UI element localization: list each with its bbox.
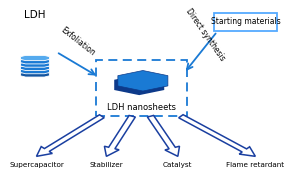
Text: Supercapacitor: Supercapacitor: [9, 162, 64, 168]
Text: LDH nanosheets: LDH nanosheets: [107, 103, 176, 112]
Polygon shape: [21, 69, 49, 74]
Text: Starting materials: Starting materials: [211, 18, 281, 26]
Text: Flame retardant: Flame retardant: [226, 162, 285, 168]
Polygon shape: [118, 70, 168, 91]
Polygon shape: [179, 115, 255, 156]
Text: Catalyst: Catalyst: [163, 162, 193, 168]
Text: Direct synthesis: Direct synthesis: [184, 7, 226, 63]
FancyBboxPatch shape: [215, 13, 277, 31]
Polygon shape: [104, 115, 135, 156]
Text: LDH: LDH: [24, 9, 46, 19]
Polygon shape: [147, 115, 179, 156]
Text: Exfoliation: Exfoliation: [59, 26, 96, 58]
Polygon shape: [21, 59, 49, 64]
Polygon shape: [21, 62, 49, 67]
Polygon shape: [21, 72, 49, 77]
Text: Stabilizer: Stabilizer: [89, 162, 123, 168]
Polygon shape: [36, 115, 104, 156]
Polygon shape: [114, 75, 164, 95]
Polygon shape: [21, 55, 49, 61]
Polygon shape: [21, 65, 49, 70]
